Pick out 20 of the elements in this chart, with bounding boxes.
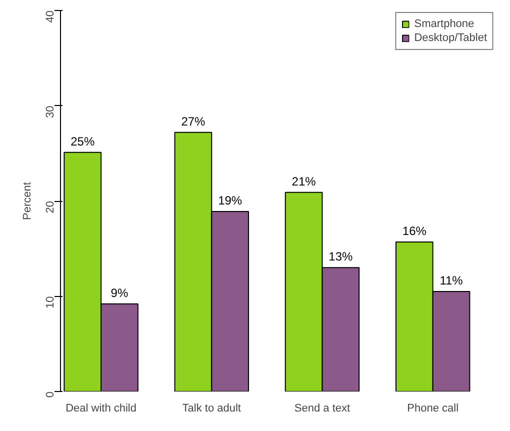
x-tick-label: Send a text bbox=[294, 402, 350, 414]
data-label: 21% bbox=[292, 174, 316, 188]
y-tick-label: 20 bbox=[44, 200, 56, 214]
y-tick-label: 10 bbox=[44, 296, 56, 308]
legend-label: Smartphone bbox=[414, 18, 474, 30]
data-label: 13% bbox=[328, 250, 354, 264]
x-tick-label: Phone call bbox=[407, 402, 459, 414]
data-label: 19% bbox=[218, 193, 242, 208]
y-tick-label: 40 bbox=[44, 10, 56, 23]
data-label: 25% bbox=[70, 134, 95, 148]
data-label: 9% bbox=[110, 286, 128, 300]
legend-label: Desktop/Tablet bbox=[414, 32, 487, 44]
x-tick-label: Talk to adult bbox=[182, 402, 241, 414]
data-label: 16% bbox=[402, 224, 427, 238]
y-tick-label: 30 bbox=[44, 106, 56, 118]
x-tick-label: Deal with child bbox=[66, 402, 137, 414]
data-label: 11% bbox=[440, 273, 464, 288]
y-tick-label: 0 bbox=[44, 391, 56, 398]
y-axis-title: Percent bbox=[22, 182, 34, 220]
data-label: 27% bbox=[181, 114, 206, 128]
